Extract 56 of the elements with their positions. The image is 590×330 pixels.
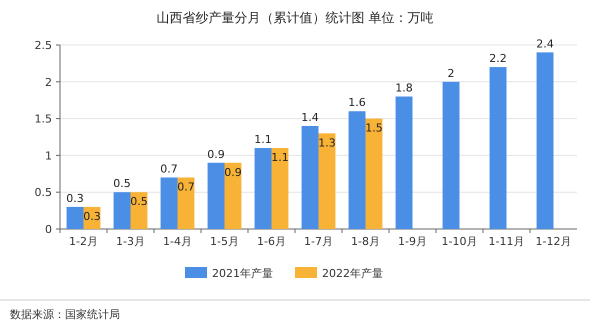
y-tick-label: 2 [45,76,52,89]
bar [536,52,554,229]
data-label: 0.9 [207,148,225,161]
bar [318,133,336,229]
y-tick-label: 2.5 [34,39,52,52]
bar [442,82,460,229]
data-label: 0.7 [160,162,178,176]
bar [366,118,382,229]
data-label: 1.8 [395,82,413,95]
data-label: 0.9 [224,166,242,179]
data-label: 1.1 [254,133,272,146]
data-label: 1.1 [271,151,289,164]
data-label: 1.4 [301,110,319,124]
bar [178,177,194,229]
source-note: 数据来源：国家统计局 [10,308,120,321]
x-tick-label: 1-4月 [163,235,192,248]
data-label: 2.4 [536,37,554,50]
x-tick-label: 1-3月 [116,235,145,248]
data-label: 2 [448,66,455,80]
data-label: 1.5 [365,122,383,135]
y-tick-label: 1 [45,149,52,162]
bar [130,192,148,229]
bar [396,96,412,229]
bar [66,206,84,229]
bar [160,177,178,229]
data-label: 0.3 [66,192,84,205]
bar [208,162,224,229]
y-tick-label: 0.5 [34,186,52,200]
data-label: 0.7 [177,180,195,194]
x-tick-label: 1-6月 [257,235,286,248]
data-label: 1.3 [318,136,336,150]
data-label: 0.5 [113,177,131,190]
bar [224,162,242,229]
legend-label: 2022年产量 [322,267,383,280]
legend-label: 2021年产量 [212,267,273,280]
x-tick-label: 1-12月 [536,235,572,248]
data-label: 0.3 [83,210,101,223]
x-tick-label: 1-8月 [351,235,380,248]
data-label: 0.5 [130,195,148,208]
chart-title: 山西省纱产量分月（累计值）统计图 单位：万吨 [156,11,434,26]
x-tick-label: 1-5月 [210,235,239,248]
y-tick-label: 1.5 [34,112,52,126]
data-label: 2.2 [489,52,507,66]
data-label: 1.6 [348,96,366,110]
x-tick-label: 1-9月 [398,235,427,248]
x-tick-label: 1-10月 [442,235,478,248]
bar [254,148,272,229]
y-tick-label: 0 [45,223,52,236]
bar [272,148,288,229]
bar [302,126,318,229]
bar [114,192,130,229]
bar [490,67,506,229]
x-tick-label: 1-2月 [69,235,98,248]
bar [348,111,366,229]
x-tick-label: 1-7月 [304,235,333,248]
x-tick-label: 1-11月 [488,235,524,248]
